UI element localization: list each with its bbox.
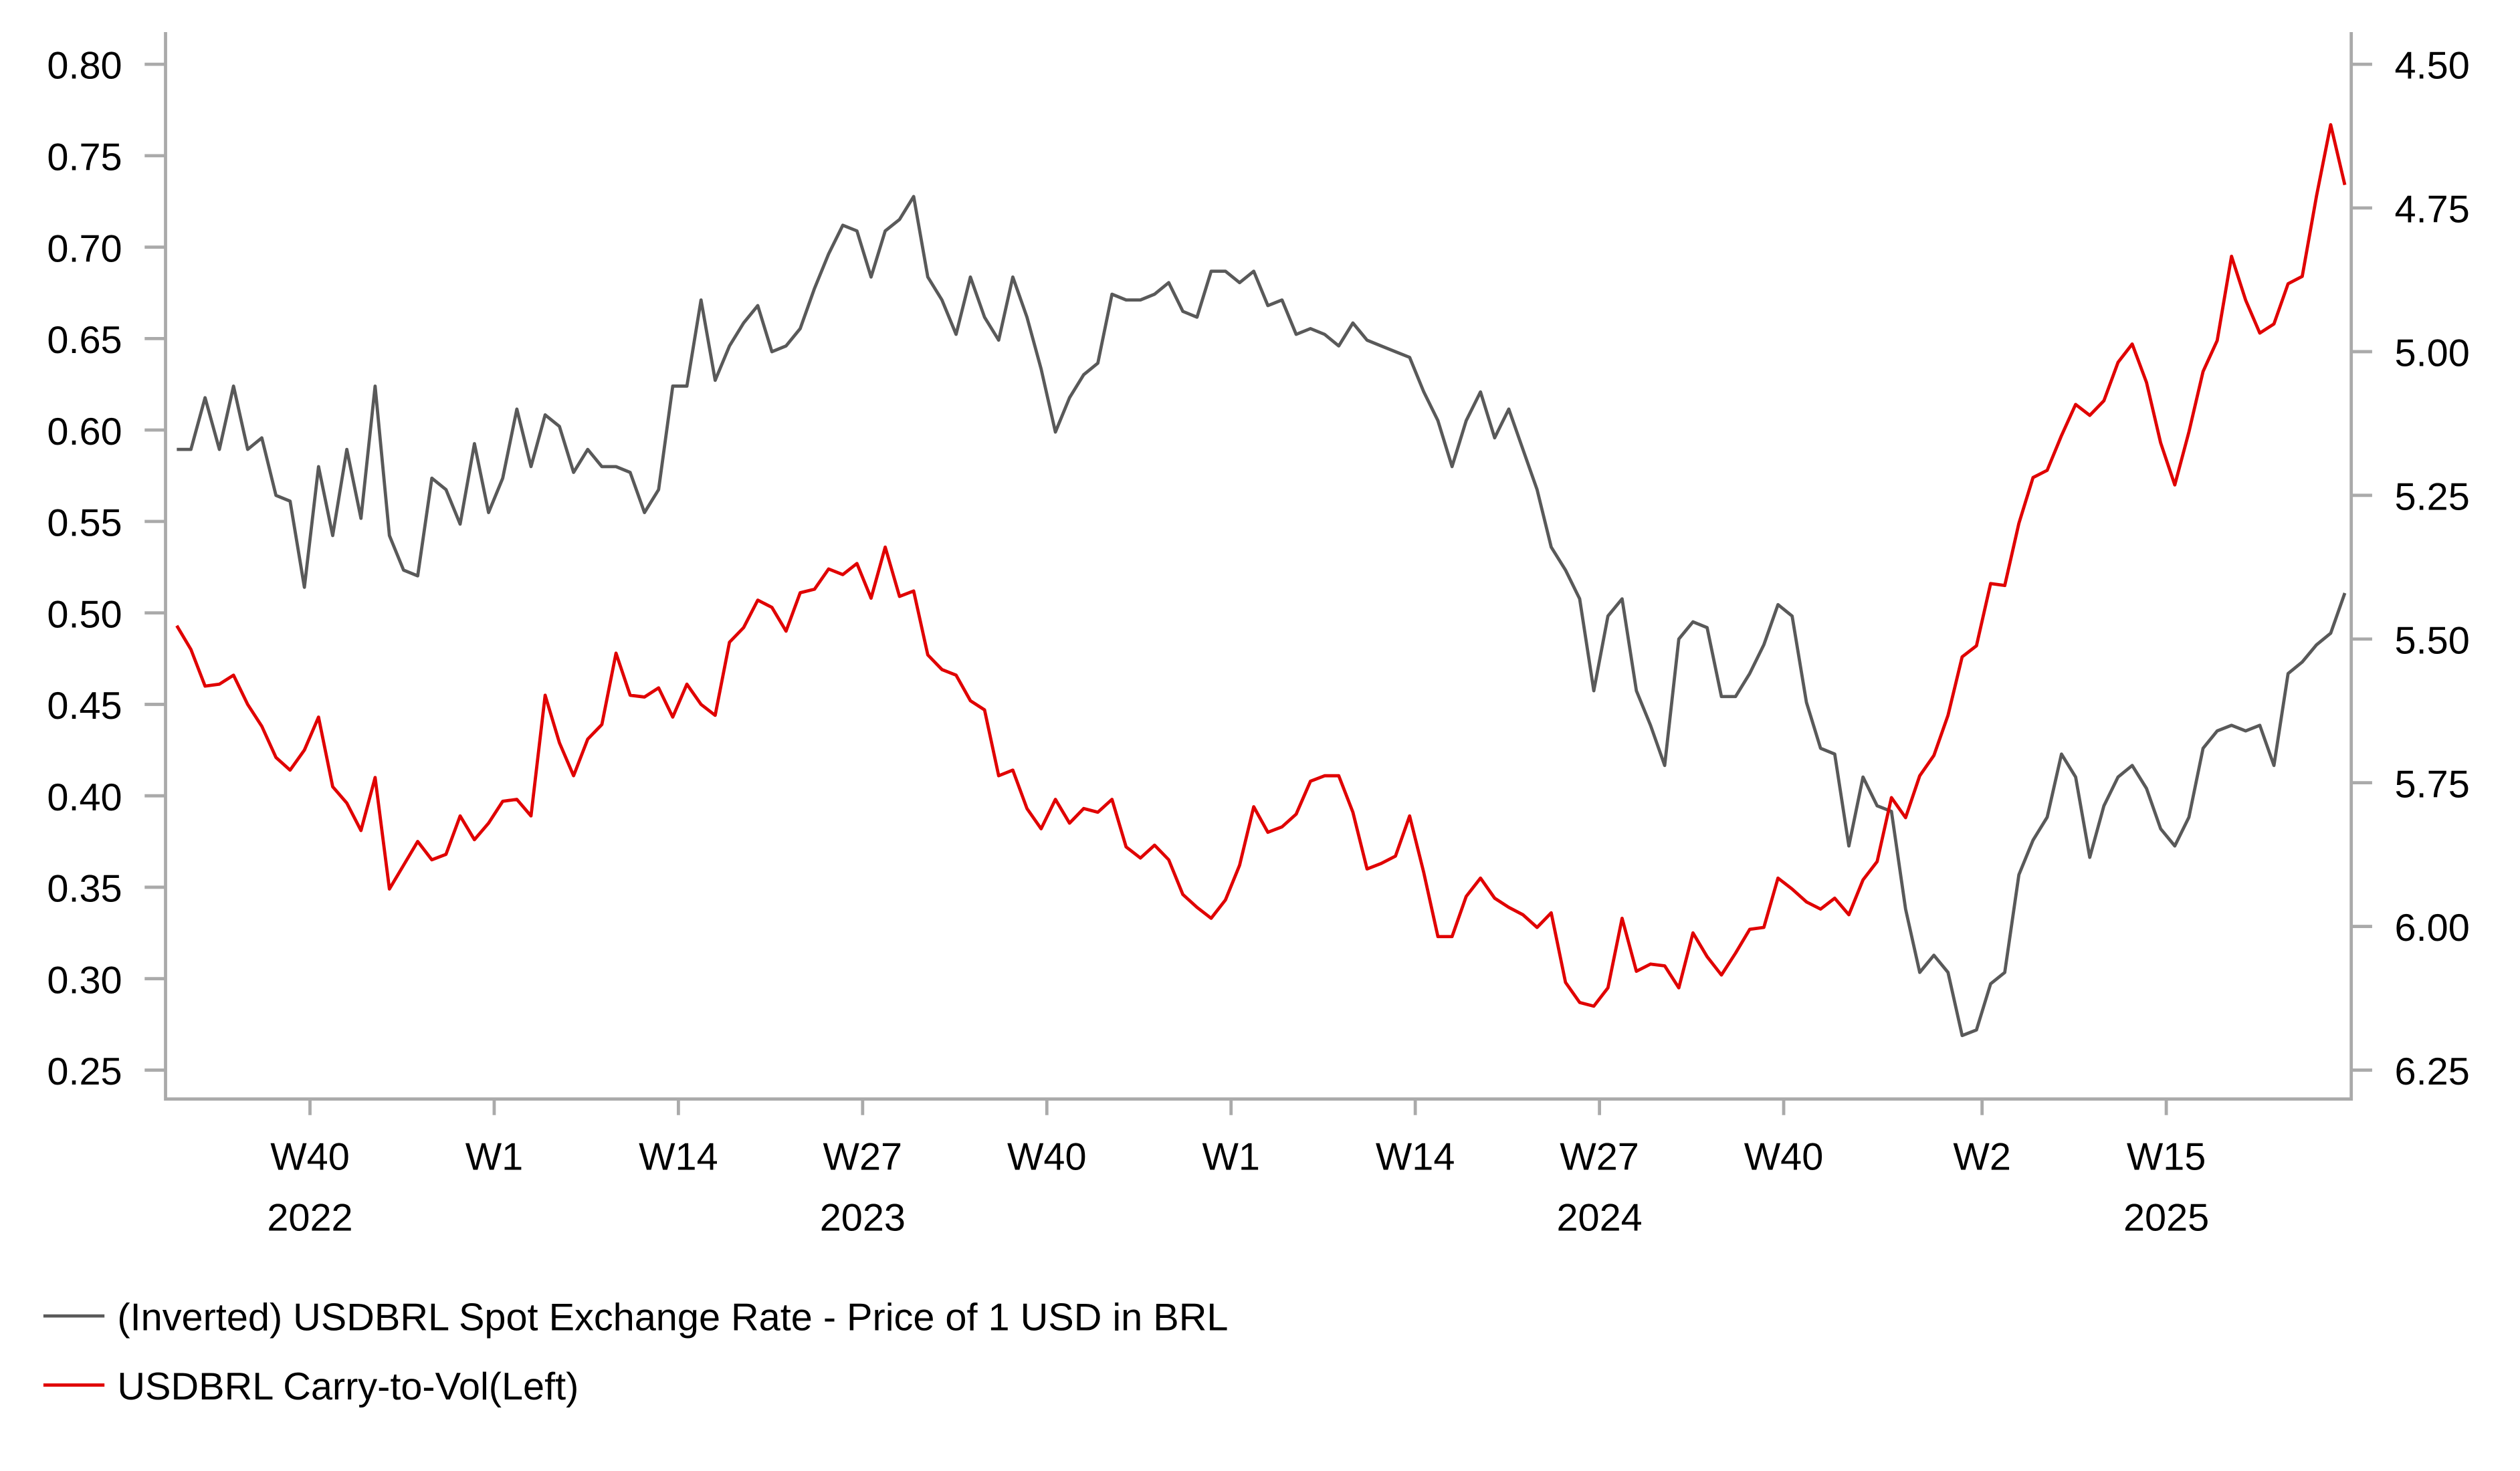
left-tick-label: 0.30 (47, 959, 122, 1002)
axes (144, 32, 2372, 1115)
right-tick-label: 5.25 (2395, 475, 2470, 518)
x-tick-label: W1 (465, 1135, 523, 1178)
right-tick-label: 6.25 (2395, 1050, 2470, 1093)
legend-label-spot: (Inverted) USDBRL Spot Exchange Rate - P… (117, 1296, 1228, 1339)
x-tick-label: W40 (1007, 1135, 1087, 1178)
x-tick-label: W15 (2127, 1135, 2206, 1178)
left-tick-label: 0.55 (47, 502, 122, 545)
left-tick-label: 0.35 (47, 868, 122, 911)
x-year-label: 2022 (267, 1197, 352, 1240)
x-tick-label: W27 (1560, 1135, 1639, 1178)
x-tick-label: W40 (270, 1135, 350, 1178)
right-tick-label: 4.75 (2395, 189, 2470, 231)
left-tick-label: 0.25 (47, 1050, 122, 1093)
x-tick-label: W1 (1202, 1135, 1259, 1178)
x-tick-label: W27 (823, 1135, 903, 1178)
legend: (Inverted) USDBRL Spot Exchange Rate - P… (43, 1296, 1228, 1408)
left-tick-label: 0.70 (47, 227, 122, 270)
x-tick-label: W14 (1376, 1135, 1455, 1178)
x-tick-label: W40 (1744, 1135, 1824, 1178)
x-tick-label: W14 (639, 1135, 718, 1178)
right-tick-label: 5.75 (2395, 763, 2470, 806)
left-tick-label: 0.80 (47, 45, 122, 88)
series-lines (175, 123, 2347, 1038)
x-year-label: 2024 (1556, 1197, 1642, 1240)
left-tick-label: 0.60 (47, 411, 122, 453)
axis-frame (164, 32, 2353, 1101)
x-tick-label: W2 (1953, 1135, 2010, 1178)
left-tick-label: 0.45 (47, 685, 122, 727)
tick-labels: 0.80 0.75 0.70 0.65 0.60 0.55 0.50 0.45 0.40 0.35… (47, 45, 2469, 1240)
right-tick-label: 5.50 (2395, 619, 2470, 662)
series-line-spot (177, 195, 2347, 1038)
right-tick-label: 6.00 (2395, 907, 2470, 949)
legend-label-carry: USDBRL Carry-to-Vol(Left) (117, 1365, 579, 1408)
x-year-label: 2025 (2123, 1197, 2209, 1240)
left-tick-label: 0.50 (47, 593, 122, 636)
right-tick-label: 5.00 (2395, 332, 2470, 375)
left-tick-label: 0.65 (47, 319, 122, 362)
left-tick-label: 0.40 (47, 776, 122, 819)
right-tick-label: 4.50 (2395, 45, 2470, 88)
left-tick-label: 0.75 (47, 136, 122, 179)
series-line-carry (175, 123, 2347, 1008)
x-year-label: 2023 (820, 1197, 906, 1240)
